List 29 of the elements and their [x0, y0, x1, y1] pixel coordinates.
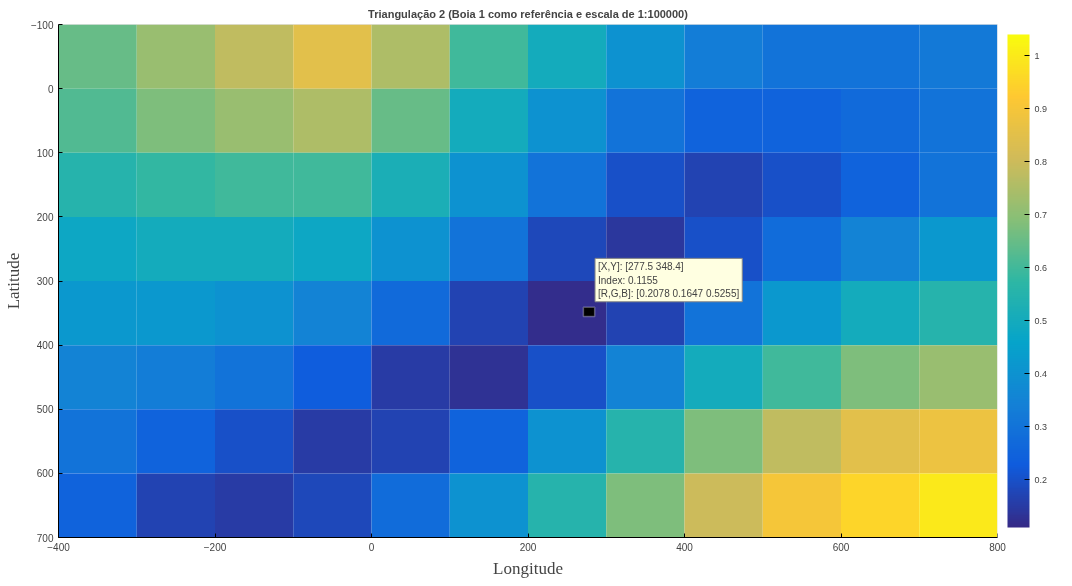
x-axis-title: Longitude — [493, 558, 563, 578]
x-tick-label: 400 — [676, 541, 694, 553]
color-bar-label: 0.5 — [1034, 315, 1048, 326]
y-tick-label: 400 — [36, 340, 54, 352]
annotation: [X,Y]: [277.5 348.4] Index: 0.1155 [R,G,B]: [0.2078 0.1647 0.5255] — [598, 261, 740, 299]
x-tick-label: 0 — [368, 541, 375, 553]
x-tick-label: 600 — [832, 541, 850, 553]
x-tick-label: −400 — [47, 541, 71, 553]
color-bar-label: 0.3 — [1034, 421, 1048, 432]
color-bar-label: 0.8 — [1034, 156, 1048, 167]
color-bar-label: 0.4 — [1034, 368, 1048, 379]
color-bar-label: 0.2 — [1034, 474, 1048, 485]
y-tick-label: 0 — [47, 83, 54, 95]
y-tick-label: 200 — [36, 211, 54, 223]
color-bar-label: 0.9 — [1034, 103, 1048, 114]
y-axis-title: Latitude — [3, 252, 23, 310]
y-tick-label: 500 — [36, 404, 54, 416]
x-tick-label: −200 — [203, 541, 227, 553]
x-tick-label: 200 — [519, 541, 537, 553]
color-bar-label: 0.7 — [1034, 209, 1048, 220]
x-tick-label: 800 — [989, 541, 1007, 553]
color-bar-label: 0.6 — [1034, 262, 1048, 273]
y-tick-label: 300 — [36, 276, 54, 287]
color-bar-label: 1 — [1034, 50, 1040, 61]
y-tick-label: −100 — [30, 19, 54, 31]
y-tick-label: 600 — [36, 468, 54, 480]
y-tick-label: 700 — [36, 532, 54, 544]
y-tick-label: 100 — [36, 147, 54, 159]
chart-title: Triangulação 2 (Boia 1 como referência e escala de 1:100000) — [368, 7, 689, 20]
